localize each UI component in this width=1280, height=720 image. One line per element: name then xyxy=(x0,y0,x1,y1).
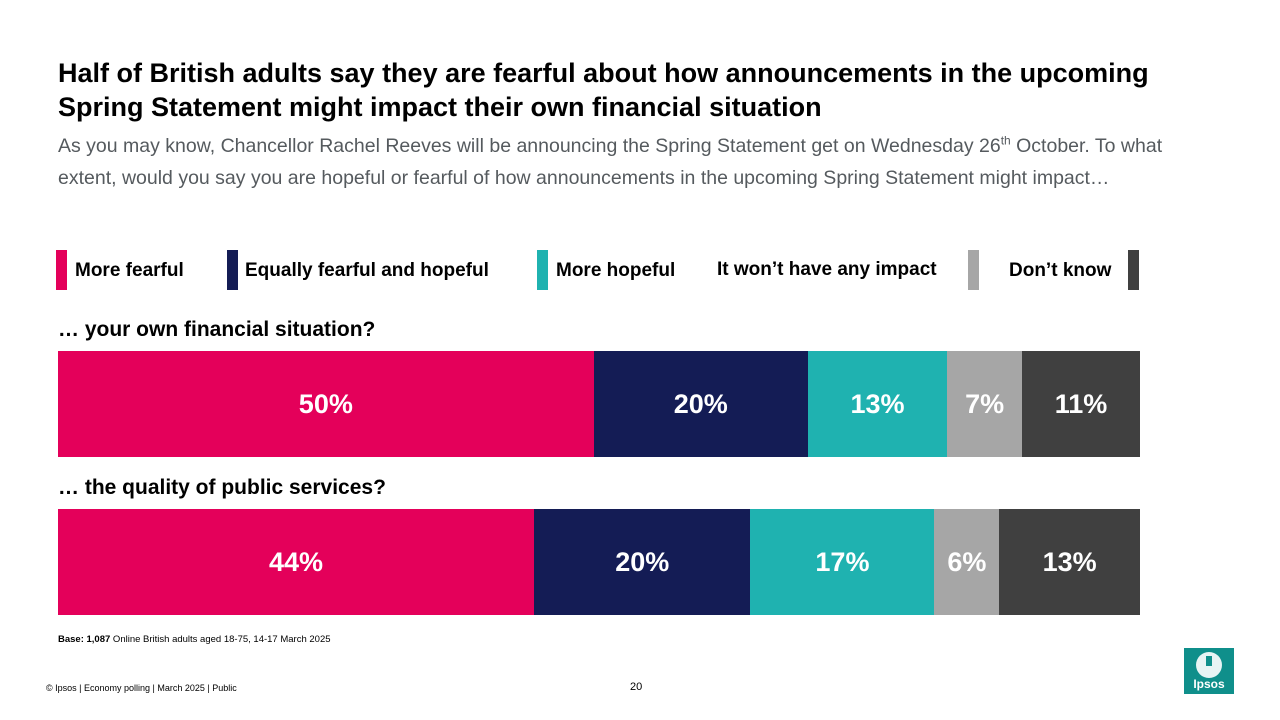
logo-text: Ipsos xyxy=(1193,677,1225,691)
logo-mark-icon xyxy=(1196,652,1222,678)
data-label: 44% xyxy=(269,546,324,577)
data-label: 13% xyxy=(850,388,905,419)
ipsos-logo: Ipsos xyxy=(1184,648,1234,694)
legend-label-more-fearful: More fearful xyxy=(75,260,184,281)
question-text-superscript: th xyxy=(1000,133,1011,148)
legend-swatch-dont-know xyxy=(1128,250,1139,290)
bar-segment-no-impact: 7% xyxy=(947,351,1023,457)
legend-label-dont-know: Don’t know xyxy=(1009,260,1112,281)
legend-swatch-more-fearful xyxy=(56,250,67,290)
bar-segment-more-hopeful: 17% xyxy=(750,509,935,615)
bar-row-public-services: 44% 20% 17% 6% 13% xyxy=(58,509,1140,615)
bar-segment-dont-know: 13% xyxy=(999,509,1140,615)
bar-segment-more-fearful: 44% xyxy=(58,509,535,615)
question-label-public-services: … the quality of public services? xyxy=(58,476,386,499)
page-number: 20 xyxy=(630,681,643,693)
legend: More fearful Equally fearful and hopeful… xyxy=(0,250,1280,292)
legend-swatch-more-hopeful xyxy=(537,250,548,290)
base-note-text: Online British adults aged 18-75, 14-17 … xyxy=(110,634,331,645)
data-label: 50% xyxy=(298,388,353,419)
legend-label-more-hopeful: More hopeful xyxy=(556,260,676,281)
bar-segment-equally: 20% xyxy=(593,351,808,457)
footer-text: © Ipsos | Economy polling | March 2025 |… xyxy=(46,683,237,693)
bar-segment-no-impact: 6% xyxy=(934,509,1000,615)
chart-title: Half of British adults say they are fear… xyxy=(58,58,1149,122)
bar-row-financial: 50% 20% 13% 7% 11% xyxy=(58,351,1140,457)
legend-label-equally: Equally fearful and hopeful xyxy=(245,260,489,281)
bar-segment-more-fearful: 50% xyxy=(58,351,594,457)
data-label: 11% xyxy=(1054,388,1108,419)
data-label: 6% xyxy=(947,546,987,577)
question-text-part2: October. To what extent, would you say y… xyxy=(58,135,1163,189)
data-label: 7% xyxy=(965,388,1005,419)
data-label: 20% xyxy=(673,388,728,419)
data-label: 17% xyxy=(815,546,870,577)
base-note: Base: 1,087 Online British adults aged 1… xyxy=(58,634,331,645)
bar-segment-dont-know: 11% xyxy=(1022,351,1140,457)
bar-segment-more-hopeful: 13% xyxy=(807,351,948,457)
bar-segment-equally: 20% xyxy=(534,509,751,615)
legend-swatch-equally xyxy=(227,250,238,290)
data-label: 20% xyxy=(615,546,670,577)
question-label-financial: … your own financial situation? xyxy=(58,318,376,341)
base-note-bold: Base: 1,087 xyxy=(58,634,111,645)
data-label: 13% xyxy=(1042,546,1097,577)
question-text: As you may know, Chancellor Rachel Reeve… xyxy=(58,130,1178,194)
legend-swatch-no-impact xyxy=(968,250,979,290)
question-text-part1: As you may know, Chancellor Rachel Reeve… xyxy=(58,135,1001,157)
legend-label-no-impact: It won’t have any impact xyxy=(717,259,937,280)
